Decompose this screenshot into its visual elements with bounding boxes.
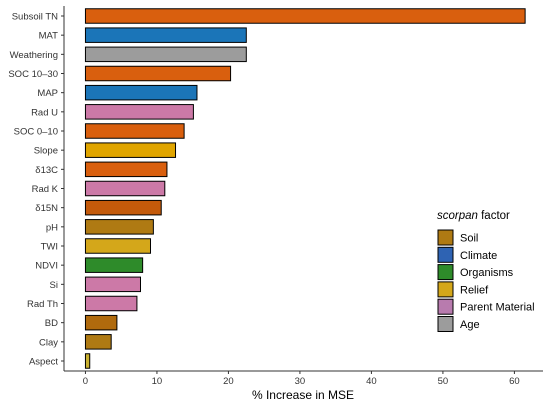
category-label: SOC 10–30: [8, 69, 58, 80]
category-label: Rad K: [32, 184, 59, 195]
legend-label: Age: [460, 319, 480, 331]
legend-label: Organisms: [460, 267, 514, 279]
bar: [84, 104, 194, 120]
bar: [84, 46, 247, 63]
legend-label: Climate: [460, 250, 497, 262]
category-label: MAT: [39, 31, 59, 42]
bar: [84, 353, 91, 369]
category-label: TWI: [41, 242, 58, 253]
category-label: SOC 0–10: [14, 127, 58, 138]
category-label: Slope: [34, 146, 58, 157]
bar: [84, 238, 152, 254]
bar: [84, 84, 198, 101]
category-label: δ13C: [35, 165, 58, 176]
bar: [84, 8, 526, 24]
bar: [84, 314, 118, 331]
legend-swatch: [437, 316, 454, 332]
x-tick-label: 10: [152, 376, 163, 387]
bar: [84, 257, 144, 273]
legend-swatch: [437, 246, 454, 263]
bar: [84, 65, 232, 82]
category-label: Subsoil TN: [12, 12, 58, 23]
bar: [84, 199, 162, 216]
x-axis-title: % Increase in MSE: [252, 388, 354, 402]
bar: [84, 334, 112, 350]
category-label: δ15N: [35, 203, 58, 214]
category-label: Clay: [39, 337, 58, 348]
bar: [84, 123, 185, 139]
bar: [84, 142, 177, 158]
category-label: Aspect: [29, 357, 58, 368]
category-label: Rad Th: [27, 299, 58, 310]
category-label: Rad U: [31, 107, 58, 118]
bar: [84, 180, 166, 197]
legend-swatch: [437, 281, 454, 298]
x-tick-label: 40: [366, 376, 377, 387]
bar: [84, 219, 154, 235]
x-tick-label: 60: [509, 376, 520, 387]
category-label: pH: [46, 222, 58, 233]
bar: [84, 295, 138, 312]
bar: [84, 161, 168, 178]
legend-title-rest: factor: [478, 210, 510, 222]
legend: scorpan factor Soil Climate Organisms Relie…: [437, 210, 535, 332]
bar: [84, 27, 247, 43]
x-ticks: 0 10 20 30 40 50 60: [83, 371, 520, 387]
bar: [84, 276, 141, 293]
bars-layer: [84, 8, 526, 369]
legend-swatch: [437, 229, 454, 246]
legend-items: Soil Climate Organisms Relief Parent Materia…: [437, 229, 535, 332]
x-tick-label: 20: [223, 376, 234, 387]
category-label: NDVI: [35, 261, 58, 272]
x-tick-label: 30: [295, 376, 306, 387]
legend-swatch: [437, 264, 454, 281]
category-label: Weathering: [10, 50, 58, 61]
legend-label: Soil: [460, 233, 478, 245]
legend-label: Parent Material: [460, 302, 535, 314]
legend-swatch: [437, 298, 454, 315]
category-label: Si: [50, 280, 58, 291]
category-labels: Subsoil TN MAT Weathering SOC 10–30 MAP Rad U…: [8, 12, 64, 368]
category-label: MAP: [37, 88, 58, 99]
x-tick-label: 0: [83, 376, 88, 387]
legend-label: Relief: [460, 284, 489, 296]
x-tick-label: 50: [438, 376, 449, 387]
legend-title-italic: scorpan: [437, 210, 478, 222]
legend-title: scorpan factor: [437, 210, 510, 222]
category-label: BD: [45, 318, 58, 329]
